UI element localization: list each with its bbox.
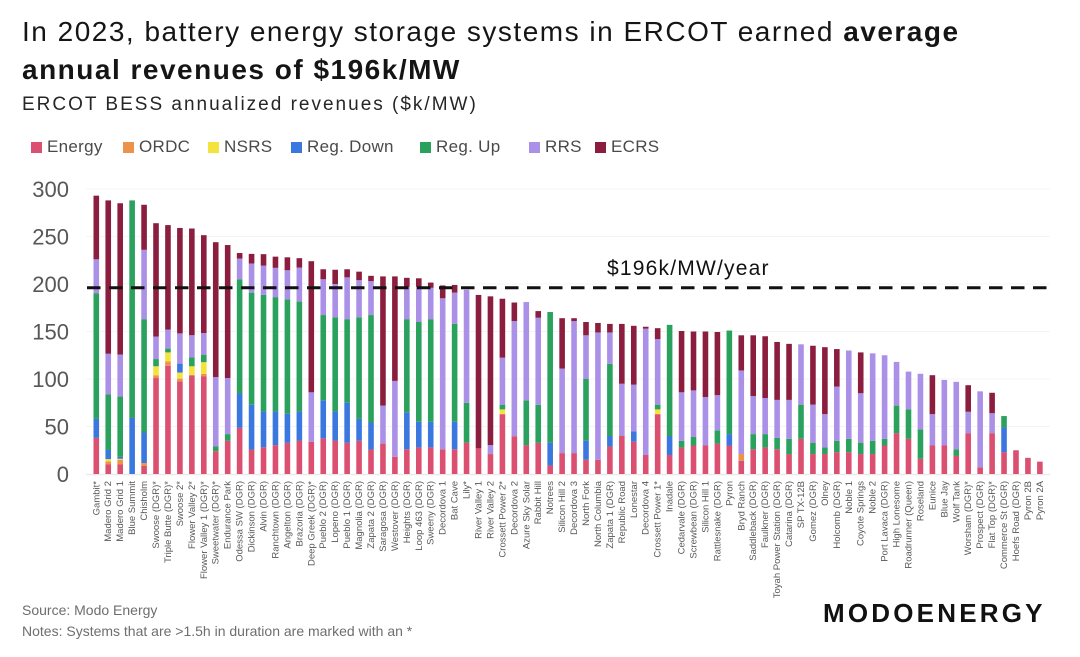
svg-text:Roadrunner (Queen): Roadrunner (Queen)	[904, 481, 915, 569]
svg-text:Noble 2: Noble 2	[868, 481, 879, 514]
svg-text:Swoose (DGR)*: Swoose (DGR)*	[151, 481, 162, 549]
svg-text:Triple Butte (DGR)*: Triple Butte (DGR)*	[163, 481, 174, 563]
svg-text:$196k/MW/year: $196k/MW/year	[607, 257, 770, 280]
svg-text:Decordova 4: Decordova 4	[641, 481, 652, 535]
svg-text:Noble 1: Noble 1	[844, 481, 855, 514]
svg-text:Roseland: Roseland	[915, 481, 926, 521]
svg-text:Silicon Hill 2: Silicon Hill 2	[557, 481, 568, 533]
svg-text:Flower Valley 1 (DGR)*: Flower Valley 1 (DGR)*	[199, 481, 210, 579]
svg-text:Pyron 2B: Pyron 2B	[1023, 481, 1034, 520]
svg-text:Toyah Power Station (DGR): Toyah Power Station (DGR)	[772, 481, 783, 598]
svg-text:50: 50	[45, 415, 69, 440]
svg-text:Commerce St (DGR): Commerce St (DGR)	[999, 481, 1010, 569]
svg-text:River Valley 1: River Valley 1	[474, 481, 485, 539]
svg-text:Flat Top (DGR)*: Flat Top (DGR)*	[987, 481, 998, 549]
svg-text:Pueblo 2 (DGR): Pueblo 2 (DGR)	[318, 481, 329, 549]
svg-text:Republic Road: Republic Road	[617, 481, 628, 543]
svg-text:Deep Greek (DGR)*: Deep Greek (DGR)*	[306, 481, 317, 566]
svg-text:Sweetwater (DGR)*: Sweetwater (DGR)*	[211, 481, 222, 565]
svg-text:Rattlesnake (DGR): Rattlesnake (DGR)	[712, 481, 723, 561]
svg-text:Magnolia (DGR): Magnolia (DGR)	[354, 481, 365, 550]
svg-text:300: 300	[32, 177, 69, 202]
svg-text:Flower Valley 2*: Flower Valley 2*	[187, 481, 198, 549]
svg-text:Cedarvale (DGR): Cedarvale (DGR)	[677, 481, 688, 554]
svg-text:Lonestar: Lonestar	[629, 481, 640, 518]
svg-text:Brazoria (DGR): Brazoria (DGR)	[294, 481, 305, 546]
svg-text:Odessa SW (DGR): Odessa SW (DGR)	[235, 481, 246, 562]
svg-text:Zapata 1 (DGR): Zapata 1 (DGR)	[605, 481, 616, 549]
svg-text:0: 0	[57, 462, 69, 487]
svg-text:Gomez (DGR): Gomez (DGR)	[808, 481, 819, 542]
svg-text:Alvin (DGR): Alvin (DGR)	[259, 481, 270, 532]
svg-text:Faulkner (DGR): Faulkner (DGR)	[760, 481, 771, 548]
svg-text:SP TX-12B: SP TX-12B	[796, 481, 807, 528]
svg-text:Heights (DGR): Heights (DGR)	[402, 481, 413, 543]
svg-text:Coyote Springs: Coyote Springs	[856, 481, 867, 546]
svg-text:Crossett Power 1*: Crossett Power 1*	[653, 481, 664, 558]
svg-text:Saragosa (DGR): Saragosa (DGR)	[378, 481, 389, 552]
svg-text:Holcomb (DGR): Holcomb (DGR)	[832, 481, 843, 549]
svg-text:Wolf Tank: Wolf Tank	[951, 481, 962, 523]
svg-text:100: 100	[32, 367, 69, 392]
svg-text:North Fork: North Fork	[581, 481, 592, 526]
svg-text:Angelton (DGR): Angelton (DGR)	[282, 481, 293, 549]
svg-text:Blue Summit: Blue Summit	[127, 481, 138, 535]
svg-text:Lily*: Lily*	[462, 481, 473, 499]
svg-text:Notrees: Notrees	[545, 481, 556, 515]
svg-text:Zapata 2 (DGR): Zapata 2 (DGR)	[366, 481, 377, 549]
svg-text:Gambit*: Gambit*	[91, 481, 102, 516]
svg-text:Decordova 3: Decordova 3	[569, 481, 580, 535]
svg-text:Chisholm: Chisholm	[139, 481, 150, 521]
svg-text:150: 150	[32, 320, 69, 345]
svg-text:Eunice: Eunice	[927, 481, 938, 510]
svg-text:North Columbia: North Columbia	[593, 480, 604, 547]
svg-text:Silicon Hill 1: Silicon Hill 1	[700, 481, 711, 533]
svg-text:Loop 463 (DGR): Loop 463 (DGR)	[414, 481, 425, 551]
svg-text:Port Lavaca (DGR): Port Lavaca (DGR)	[880, 481, 891, 562]
svg-text:Olney: Olney	[820, 481, 831, 506]
svg-text:Screwbean (DGR): Screwbean (DGR)	[689, 481, 700, 559]
svg-text:Madero Grid 2: Madero Grid 2	[103, 481, 114, 542]
svg-text:Swoose 2*: Swoose 2*	[175, 481, 186, 527]
svg-text:Decordova 2: Decordova 2	[509, 481, 520, 535]
svg-text:Worsham (DGR)*: Worsham (DGR)*	[963, 481, 974, 556]
svg-text:Catarina (DGR): Catarina (DGR)	[784, 481, 795, 547]
svg-text:Inadale: Inadale	[665, 481, 676, 512]
svg-text:Prospect (DGR): Prospect (DGR)	[975, 481, 986, 549]
svg-text:Pyron 2A: Pyron 2A	[1035, 480, 1046, 520]
svg-text:Azure Sky Solar: Azure Sky Solar	[521, 481, 532, 549]
svg-text:Sweeny (DGR): Sweeny (DGR)	[426, 481, 437, 545]
svg-text:Bryd Ranch: Bryd Ranch	[736, 481, 747, 531]
svg-text:Pueblo 1 (DGR): Pueblo 1 (DGR)	[342, 481, 353, 549]
svg-text:Lopeno (DGR): Lopeno (DGR)	[330, 481, 341, 543]
svg-text:Madero Grid 1: Madero Grid 1	[115, 481, 126, 542]
svg-text:Ranchtown (DGR): Ranchtown (DGR)	[271, 481, 282, 559]
svg-text:Dickinson (DGR): Dickinson (DGR)	[247, 481, 258, 552]
svg-text:Saddleback (DGR): Saddleback (DGR)	[748, 481, 759, 561]
svg-text:Decordova 1: Decordova 1	[438, 481, 449, 535]
svg-text:250: 250	[32, 225, 69, 250]
svg-text:Pyron: Pyron	[724, 481, 735, 506]
svg-text:200: 200	[32, 272, 69, 297]
svg-text:Rabbit Hill: Rabbit Hill	[533, 481, 544, 524]
svg-text:Hoefs Road (DGR): Hoefs Road (DGR)	[1011, 481, 1022, 561]
svg-text:River Valley 2: River Valley 2	[486, 481, 497, 539]
svg-text:Endurance Park: Endurance Park	[223, 481, 234, 549]
svg-text:Crossett Power 2*: Crossett Power 2*	[497, 481, 508, 558]
svg-text:Westover (DGR): Westover (DGR)	[390, 481, 401, 551]
svg-text:Bat Cave: Bat Cave	[450, 481, 461, 520]
svg-text:High Lonesome: High Lonesome	[892, 481, 903, 548]
svg-text:Blue Jay: Blue Jay	[939, 481, 950, 518]
